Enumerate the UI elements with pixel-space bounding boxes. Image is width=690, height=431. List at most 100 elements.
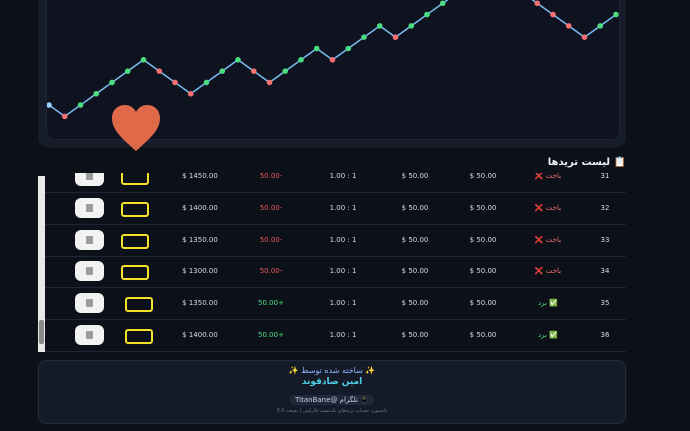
delete-icon: [86, 203, 93, 212]
equity-point: [250, 68, 257, 74]
equity-point: [235, 57, 241, 63]
trade-amount: $ 50.00: [469, 267, 497, 276]
trade-amount: $ 50.00: [469, 331, 497, 339]
trade-number: 31: [600, 173, 610, 180]
equity-point: [376, 23, 383, 29]
equity-point: [61, 113, 68, 120]
trade-rr: 1.00 : 1: [329, 203, 357, 212]
trade-risk: $ 50.00: [401, 299, 429, 308]
equity-point: [361, 34, 367, 40]
equity-point: [597, 23, 604, 29]
equity-point: [565, 23, 572, 29]
equity-point: [140, 57, 147, 63]
equity-point: [392, 34, 399, 40]
trade-risk: $ 50.00: [401, 267, 429, 276]
equity-point: [329, 57, 336, 63]
trade-rr: 1.00 : 1: [329, 235, 357, 244]
equity-point: [187, 90, 194, 97]
trade-rr: 1.00 : 1: [329, 331, 357, 339]
trade-result: باخت ❌: [534, 267, 562, 276]
trade-amount: $ 50.00: [469, 173, 497, 180]
trade-result: باخت ❌: [534, 203, 562, 212]
trade-balance: $ 1450.00: [182, 173, 218, 180]
delete-button[interactable]: [75, 261, 104, 282]
equity-point: [613, 11, 619, 18]
trade-amount: $ 50.00: [469, 235, 497, 244]
trade-number: 34: [600, 267, 610, 276]
trade-pnl: +50.00: [258, 299, 284, 308]
trade-pnl: -50.00: [259, 235, 283, 244]
equity-point: [156, 68, 163, 74]
equity-point: [424, 11, 430, 18]
row-separator: [38, 192, 626, 193]
equity-point: [124, 68, 131, 74]
delete-button[interactable]: [75, 325, 104, 345]
trade-result: ✅ برد: [538, 331, 558, 339]
trade-balance: $ 1400.00: [182, 203, 218, 212]
delete-icon: [86, 299, 93, 308]
trades-table: 31 باخت ❌ $ 50.00 $ 50.00 1.00 : 1 -50.00 $ 14…: [38, 173, 626, 353]
delete-button[interactable]: [75, 197, 104, 218]
trade-balance: $ 1350.00: [182, 299, 218, 308]
scrollbar-thumb: [39, 320, 44, 344]
trade-risk: $ 50.00: [401, 173, 429, 180]
heart-icon: [112, 105, 160, 151]
trade-result: باخت ❌: [534, 173, 562, 180]
equity-point: [550, 11, 556, 18]
trade-amount: $ 50.00: [469, 203, 497, 212]
row-separator: [38, 255, 626, 257]
equity-point: [282, 68, 289, 74]
edit-button[interactable]: [121, 265, 149, 281]
author: امین صادقوند: [301, 377, 363, 387]
row-separator: [38, 351, 626, 352]
footer-card: ✨ ساخته شده توسط ✨ امین صادقوند 📱 تلگرام…: [38, 360, 626, 424]
equity-point: [266, 79, 273, 86]
edit-button[interactable]: [125, 297, 153, 313]
edit-button[interactable]: [121, 201, 149, 217]
trade-risk: $ 50.00: [401, 235, 429, 244]
made-by: ✨ ساخته شده توسط ✨: [288, 366, 376, 375]
equity-point: [408, 23, 415, 29]
equity-point: [581, 34, 588, 40]
equity-point: [93, 90, 100, 97]
edit-button[interactable]: [121, 233, 149, 249]
trade-rr: 1.00 : 1: [329, 267, 357, 276]
trade-pnl: -50.00: [259, 173, 283, 180]
equity-point: [313, 45, 320, 52]
telegram-badge[interactable]: 📱 تلگرام @TitanBane: [289, 395, 375, 405]
equity-point: [298, 57, 304, 63]
edit-button[interactable]: [121, 173, 149, 185]
trade-number: 33: [600, 235, 610, 244]
row-separator: [38, 287, 626, 289]
footer-note: داشبورد حساب تریدهای بک‌تست فارکس | نسخه…: [276, 408, 388, 414]
delete-button[interactable]: [75, 229, 104, 250]
trades-title: 📋 لیست تریدها: [547, 157, 626, 168]
trade-risk: $ 50.00: [401, 203, 429, 212]
trade-balance: $ 1400.00: [182, 331, 218, 339]
equity-point: [47, 102, 52, 108]
equity-point: [439, 0, 446, 7]
row-separator: [38, 319, 626, 321]
row-separator: [38, 223, 626, 225]
trade-risk: $ 50.00: [401, 331, 429, 339]
equity-point: [172, 79, 178, 86]
trade-pnl: -50.00: [259, 267, 283, 276]
trade-number: 36: [600, 331, 610, 339]
equity-point: [534, 0, 541, 7]
scrollbar: [38, 176, 45, 352]
trade-rr: 1.00 : 1: [329, 299, 357, 308]
trade-rr: 1.00 : 1: [329, 173, 357, 180]
trade-pnl: +50.00: [258, 331, 284, 339]
trade-amount: $ 50.00: [469, 299, 497, 308]
delete-button[interactable]: [75, 293, 104, 314]
edit-button[interactable]: [125, 329, 153, 344]
equity-point: [219, 68, 226, 74]
equity-point: [109, 79, 115, 86]
delete-button[interactable]: [75, 173, 104, 186]
equity-point: [77, 102, 84, 108]
trade-pnl: -50.00: [259, 203, 283, 212]
trade-number: 35: [600, 299, 610, 308]
trade-balance: $ 1350.00: [182, 235, 218, 244]
equity-chart: [47, 0, 619, 120]
